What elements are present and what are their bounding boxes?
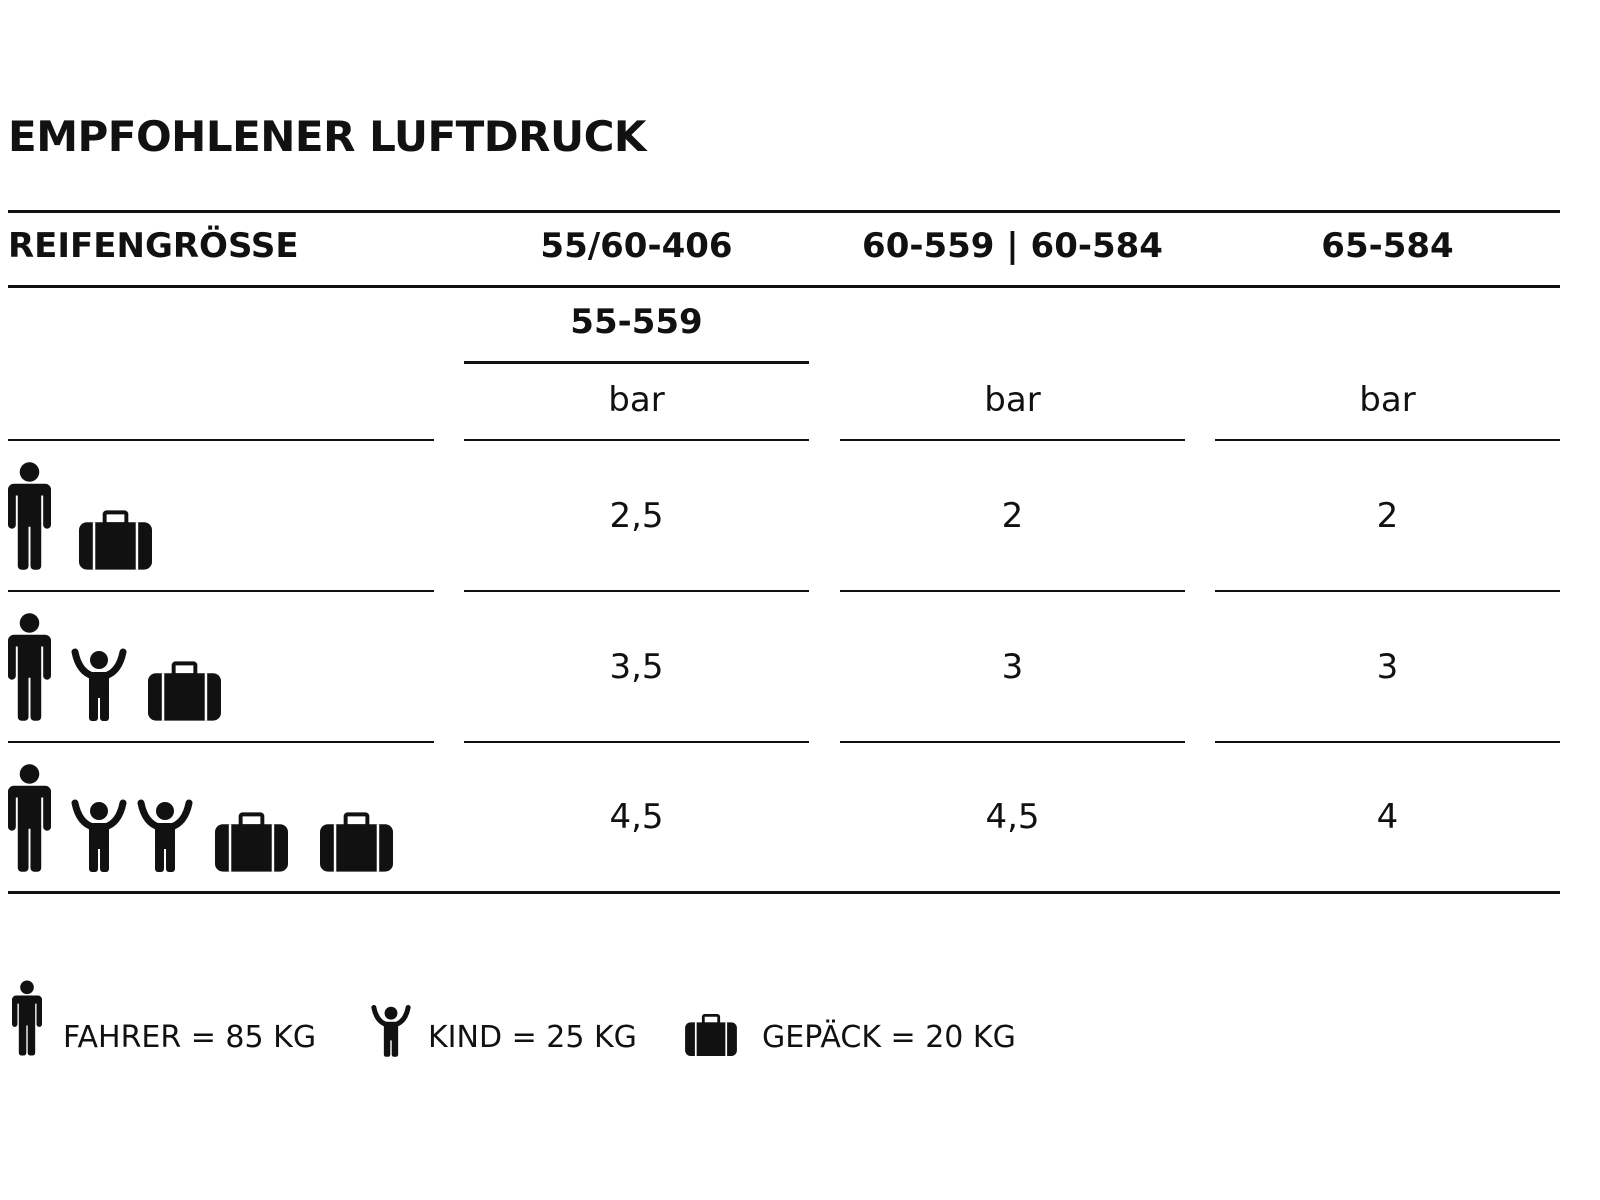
column-header-1-sub: 55-559 — [570, 302, 703, 342]
row-rule — [840, 590, 1185, 592]
adult-icon — [8, 764, 51, 872]
row-rule — [464, 741, 809, 743]
value-cell: 2,5 — [609, 496, 664, 536]
unit-3: bar — [1359, 380, 1416, 420]
column-header-1: 55/60-406 — [540, 226, 733, 266]
suitcase-icon — [79, 510, 152, 570]
value-cell: 4,5 — [985, 797, 1040, 837]
adult-icon — [8, 613, 51, 721]
row-rule — [840, 741, 1185, 743]
value-cell: 3 — [1376, 647, 1399, 687]
legend-label-child: KIND = 25 KG — [428, 1020, 637, 1055]
table-top-rule — [8, 210, 1560, 213]
value-cell: 4,5 — [609, 797, 664, 837]
adult-icon — [12, 980, 42, 1056]
row-rule — [1215, 439, 1560, 441]
header-rule — [8, 285, 1560, 288]
child-icon — [137, 797, 193, 872]
row-rule — [840, 439, 1185, 441]
value-cell: 2 — [1376, 496, 1399, 536]
column-header-3: 65-584 — [1321, 226, 1454, 266]
value-cell: 3 — [1001, 647, 1024, 687]
suitcase-icon — [215, 812, 288, 872]
column-header-2: 60-559 | 60-584 — [862, 226, 1163, 266]
unit-2: bar — [984, 380, 1041, 420]
child-icon — [71, 797, 127, 872]
row-rule — [464, 590, 809, 592]
child-icon — [371, 1003, 411, 1057]
row-rule — [8, 439, 434, 441]
table-bottom-rule — [8, 891, 1560, 894]
legend-label-driver: FAHRER = 85 KG — [63, 1020, 317, 1055]
row-rule — [1215, 590, 1560, 592]
value-cell: 4 — [1376, 797, 1399, 837]
row-rule — [464, 439, 809, 441]
sub-rule — [464, 361, 809, 364]
row-rule — [8, 741, 434, 743]
page-title: EMPFOHLENER LUFTDRUCK — [8, 112, 646, 161]
legend-label-luggage: GEPÄCK = 20 KG — [762, 1020, 1016, 1055]
suitcase-icon — [148, 661, 221, 721]
row-rule — [1215, 741, 1560, 743]
value-cell: 3,5 — [609, 647, 664, 687]
child-icon — [71, 646, 127, 721]
suitcase-icon — [320, 812, 393, 872]
row-rule — [8, 590, 434, 592]
suitcase-icon — [685, 1014, 737, 1056]
unit-1: bar — [608, 380, 665, 420]
value-cell: 2 — [1001, 496, 1024, 536]
header-label: REIFENGRÖSSE — [8, 226, 299, 266]
adult-icon — [8, 462, 51, 570]
